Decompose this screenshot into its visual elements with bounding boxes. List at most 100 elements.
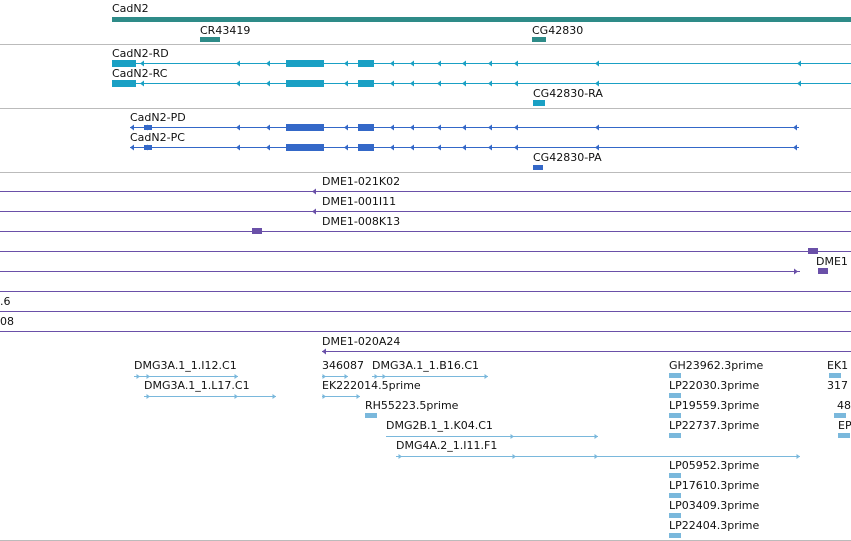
strand-arrow [344, 144, 348, 151]
clone-label-truncated-6[interactable]: .6 [0, 295, 11, 308]
clone-label-dme1-020a24[interactable]: DME1-020A24 [322, 335, 401, 348]
strand-arrow [236, 80, 240, 87]
strand-arrow [140, 60, 144, 67]
strand-arrow [344, 60, 348, 67]
strand-arrow [462, 124, 466, 131]
clone-label-dme1-021k02[interactable]: DME1-021K02 [322, 175, 401, 188]
strand-arrow [462, 80, 466, 87]
strand-arrow [266, 124, 270, 131]
strand-arrow [437, 80, 441, 87]
gene-label-cr43419[interactable]: CR43419 [200, 24, 251, 37]
est-arrow [272, 394, 276, 399]
strand-arrow [344, 80, 348, 87]
strand-arrow [236, 124, 240, 131]
est-label-ek1[interactable]: EK1 [827, 359, 849, 372]
strand-arrow [488, 124, 492, 131]
cds-exon [286, 124, 324, 131]
clone-arrow [322, 348, 326, 355]
strand-arrow [797, 60, 801, 67]
est-label-lp22030[interactable]: LP22030.3prime [669, 379, 760, 392]
strand-arrow [462, 144, 466, 151]
est-end [669, 513, 681, 518]
clone-arrow [794, 268, 798, 275]
est-end [829, 373, 841, 378]
est-label-gh23962[interactable]: GH23962.3prime [669, 359, 764, 372]
est-label-317[interactable]: 317 [827, 379, 848, 392]
clone-end [818, 268, 828, 274]
strand-arrow [488, 80, 492, 87]
est-arrow [136, 374, 140, 379]
clone-label-truncated-08[interactable]: 08 [0, 315, 14, 328]
clone-end [808, 248, 818, 254]
transcript-label-cadn2-rc[interactable]: CadN2-RC [112, 67, 168, 80]
strand-arrow [144, 124, 148, 131]
cds-exon-cg42830-pa [533, 165, 543, 170]
transcript-label-cadn2-rd[interactable]: CadN2-RD [112, 47, 169, 60]
gene-label-cadn2[interactable]: CadN2 [112, 2, 149, 15]
est-label-dmg2b-k04[interactable]: DMG2B.1_1.K04.C1 [386, 419, 493, 432]
est-arrow [510, 434, 514, 439]
transcript-label-cg42830-ra[interactable]: CG42830-RA [533, 87, 603, 100]
est-label-dmg3a-i12[interactable]: DMG3A.1_1.I12.C1 [134, 359, 237, 372]
strand-arrow [514, 144, 518, 151]
est-end [669, 493, 681, 498]
est-label-lp22404[interactable]: LP22404.3prime [669, 519, 760, 532]
est-arrow [146, 374, 150, 379]
est-label-346087[interactable]: 346087 [322, 359, 364, 372]
est-arrow [594, 434, 598, 439]
est-arrow [322, 394, 326, 399]
gene-label-cg42830[interactable]: CG42830 [532, 24, 584, 37]
est-label-ek222014[interactable]: EK222014.5prime [322, 379, 421, 392]
strand-arrow [410, 80, 414, 87]
transcript-exon [112, 60, 136, 67]
transcript-label-cadn2-pc[interactable]: CadN2-PC [130, 131, 185, 144]
strand-arrow [462, 60, 466, 67]
est-label-dmg4a-i11[interactable]: DMG4A.2_1.I11.F1 [396, 439, 498, 452]
strand-arrow [266, 144, 270, 151]
est-arrow [382, 374, 386, 379]
est-arrow [322, 374, 326, 379]
est-end [669, 373, 681, 378]
strand-arrow [266, 80, 270, 87]
strand-arrow [344, 124, 348, 131]
est-label-lp05952[interactable]: LP05952.3prime [669, 459, 760, 472]
strand-arrow [793, 124, 797, 131]
est-label-lp03409[interactable]: LP03409.3prime [669, 499, 760, 512]
est-label-lp19559[interactable]: LP19559.3prime [669, 399, 760, 412]
est-label-ep[interactable]: EP [838, 419, 851, 432]
transcript-exon [358, 80, 374, 87]
transcript-exon-cg42830-ra [533, 100, 545, 106]
est-label-rh55223[interactable]: RH55223.5prime [365, 399, 459, 412]
transcript-label-cadn2-pd[interactable]: CadN2-PD [130, 111, 186, 124]
strand-arrow [595, 60, 599, 67]
strand-arrow [140, 80, 144, 87]
clone-label-dme1[interactable]: DME1 [816, 255, 848, 268]
est-label-lp22737[interactable]: LP22737.3prime [669, 419, 760, 432]
strand-arrow [514, 124, 518, 131]
strand-arrow [236, 60, 240, 67]
clone-label-dme1-001i11[interactable]: DME1-001I11 [322, 195, 397, 208]
strand-arrow [437, 144, 441, 151]
est-end [669, 473, 681, 478]
strand-arrow [410, 124, 414, 131]
gene-glyph-cg42830 [532, 37, 546, 42]
strand-arrow [793, 144, 797, 151]
est-arrow [234, 374, 238, 379]
transcript-label-cg42830-pa[interactable]: CG42830-PA [533, 151, 602, 164]
clone-label-dme1-008k13[interactable]: DME1-008K13 [322, 215, 401, 228]
cds-exon [286, 144, 324, 151]
est-label-lp17610[interactable]: LP17610.3prime [669, 479, 760, 492]
transcript-exon [358, 60, 374, 67]
est-label-dmg3a-l17[interactable]: DMG3A.1_1.L17.C1 [144, 379, 250, 392]
strand-arrow [390, 60, 394, 67]
est-label-dmg3a-b16[interactable]: DMG3A.1_1.B16.C1 [372, 359, 480, 372]
gene-glyph-cadn2 [112, 17, 851, 22]
est-label-48[interactable]: 48 [837, 399, 851, 412]
clone-arrow [312, 208, 316, 215]
strand-arrow [437, 60, 441, 67]
strand-arrow [130, 124, 134, 131]
est-end [669, 393, 681, 398]
est-end [834, 413, 846, 418]
est-end [669, 533, 681, 538]
